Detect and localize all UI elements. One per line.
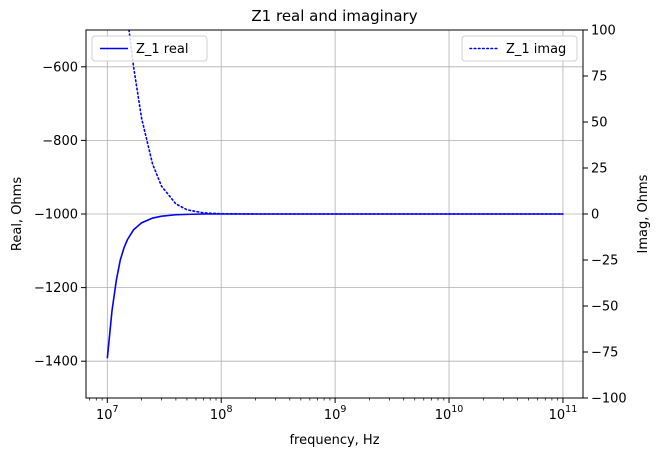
legend-box <box>461 35 578 62</box>
y-tick-label: −1400 <box>34 355 78 370</box>
y2-axis-title: Imag, Ohms <box>636 174 651 253</box>
x-tick-label: 1011 <box>549 404 578 423</box>
y-axis-left: −1400 −1200 −1000 −800 −600 <box>34 60 86 370</box>
legend-label: Z_1 real <box>136 42 188 57</box>
x-tick-label: 1010 <box>435 404 464 423</box>
x-axis: 107 108 109 1010 1011 <box>89 398 578 423</box>
y-tick-label: −1000 <box>34 208 78 223</box>
y2-tick-label: −100 <box>591 392 627 407</box>
y2-tick-label: 25 <box>591 162 608 177</box>
series-layer <box>106 30 564 359</box>
legend-z-1-real: Z_1 real <box>91 35 208 62</box>
y-tick-label: −600 <box>42 60 78 75</box>
legends: Z_1 real Z_1 imag <box>91 35 578 62</box>
x-axis-title: frequency, Hz <box>289 433 379 448</box>
x-tick-label: 107 <box>96 404 119 423</box>
x-tick-label: 108 <box>210 404 233 423</box>
y-axis-right: −100 −75 −50 −25 0 25 50 75 100 <box>583 24 627 407</box>
y2-tick-label: 75 <box>591 70 608 85</box>
legend-z-1-imag: Z_1 imag <box>461 35 578 62</box>
legend-label: Z_1 imag <box>506 42 566 57</box>
y2-tick-label: −50 <box>591 300 618 315</box>
legend-box <box>91 35 208 62</box>
chart-title: Z1 real and imaginary <box>251 7 417 25</box>
y-axis-title: Real, Ohms <box>10 177 25 251</box>
y2-tick-label: 100 <box>591 24 616 39</box>
y-tick-label: −800 <box>42 134 78 149</box>
y2-tick-label: 50 <box>591 116 608 131</box>
y2-tick-label: 0 <box>591 208 599 223</box>
x-tick-label: 109 <box>324 404 347 423</box>
series-line-z-1-imag <box>128 30 564 215</box>
y2-tick-label: −25 <box>591 254 618 269</box>
y2-tick-label: −75 <box>591 346 618 361</box>
y-tick-label: −1200 <box>34 281 78 296</box>
